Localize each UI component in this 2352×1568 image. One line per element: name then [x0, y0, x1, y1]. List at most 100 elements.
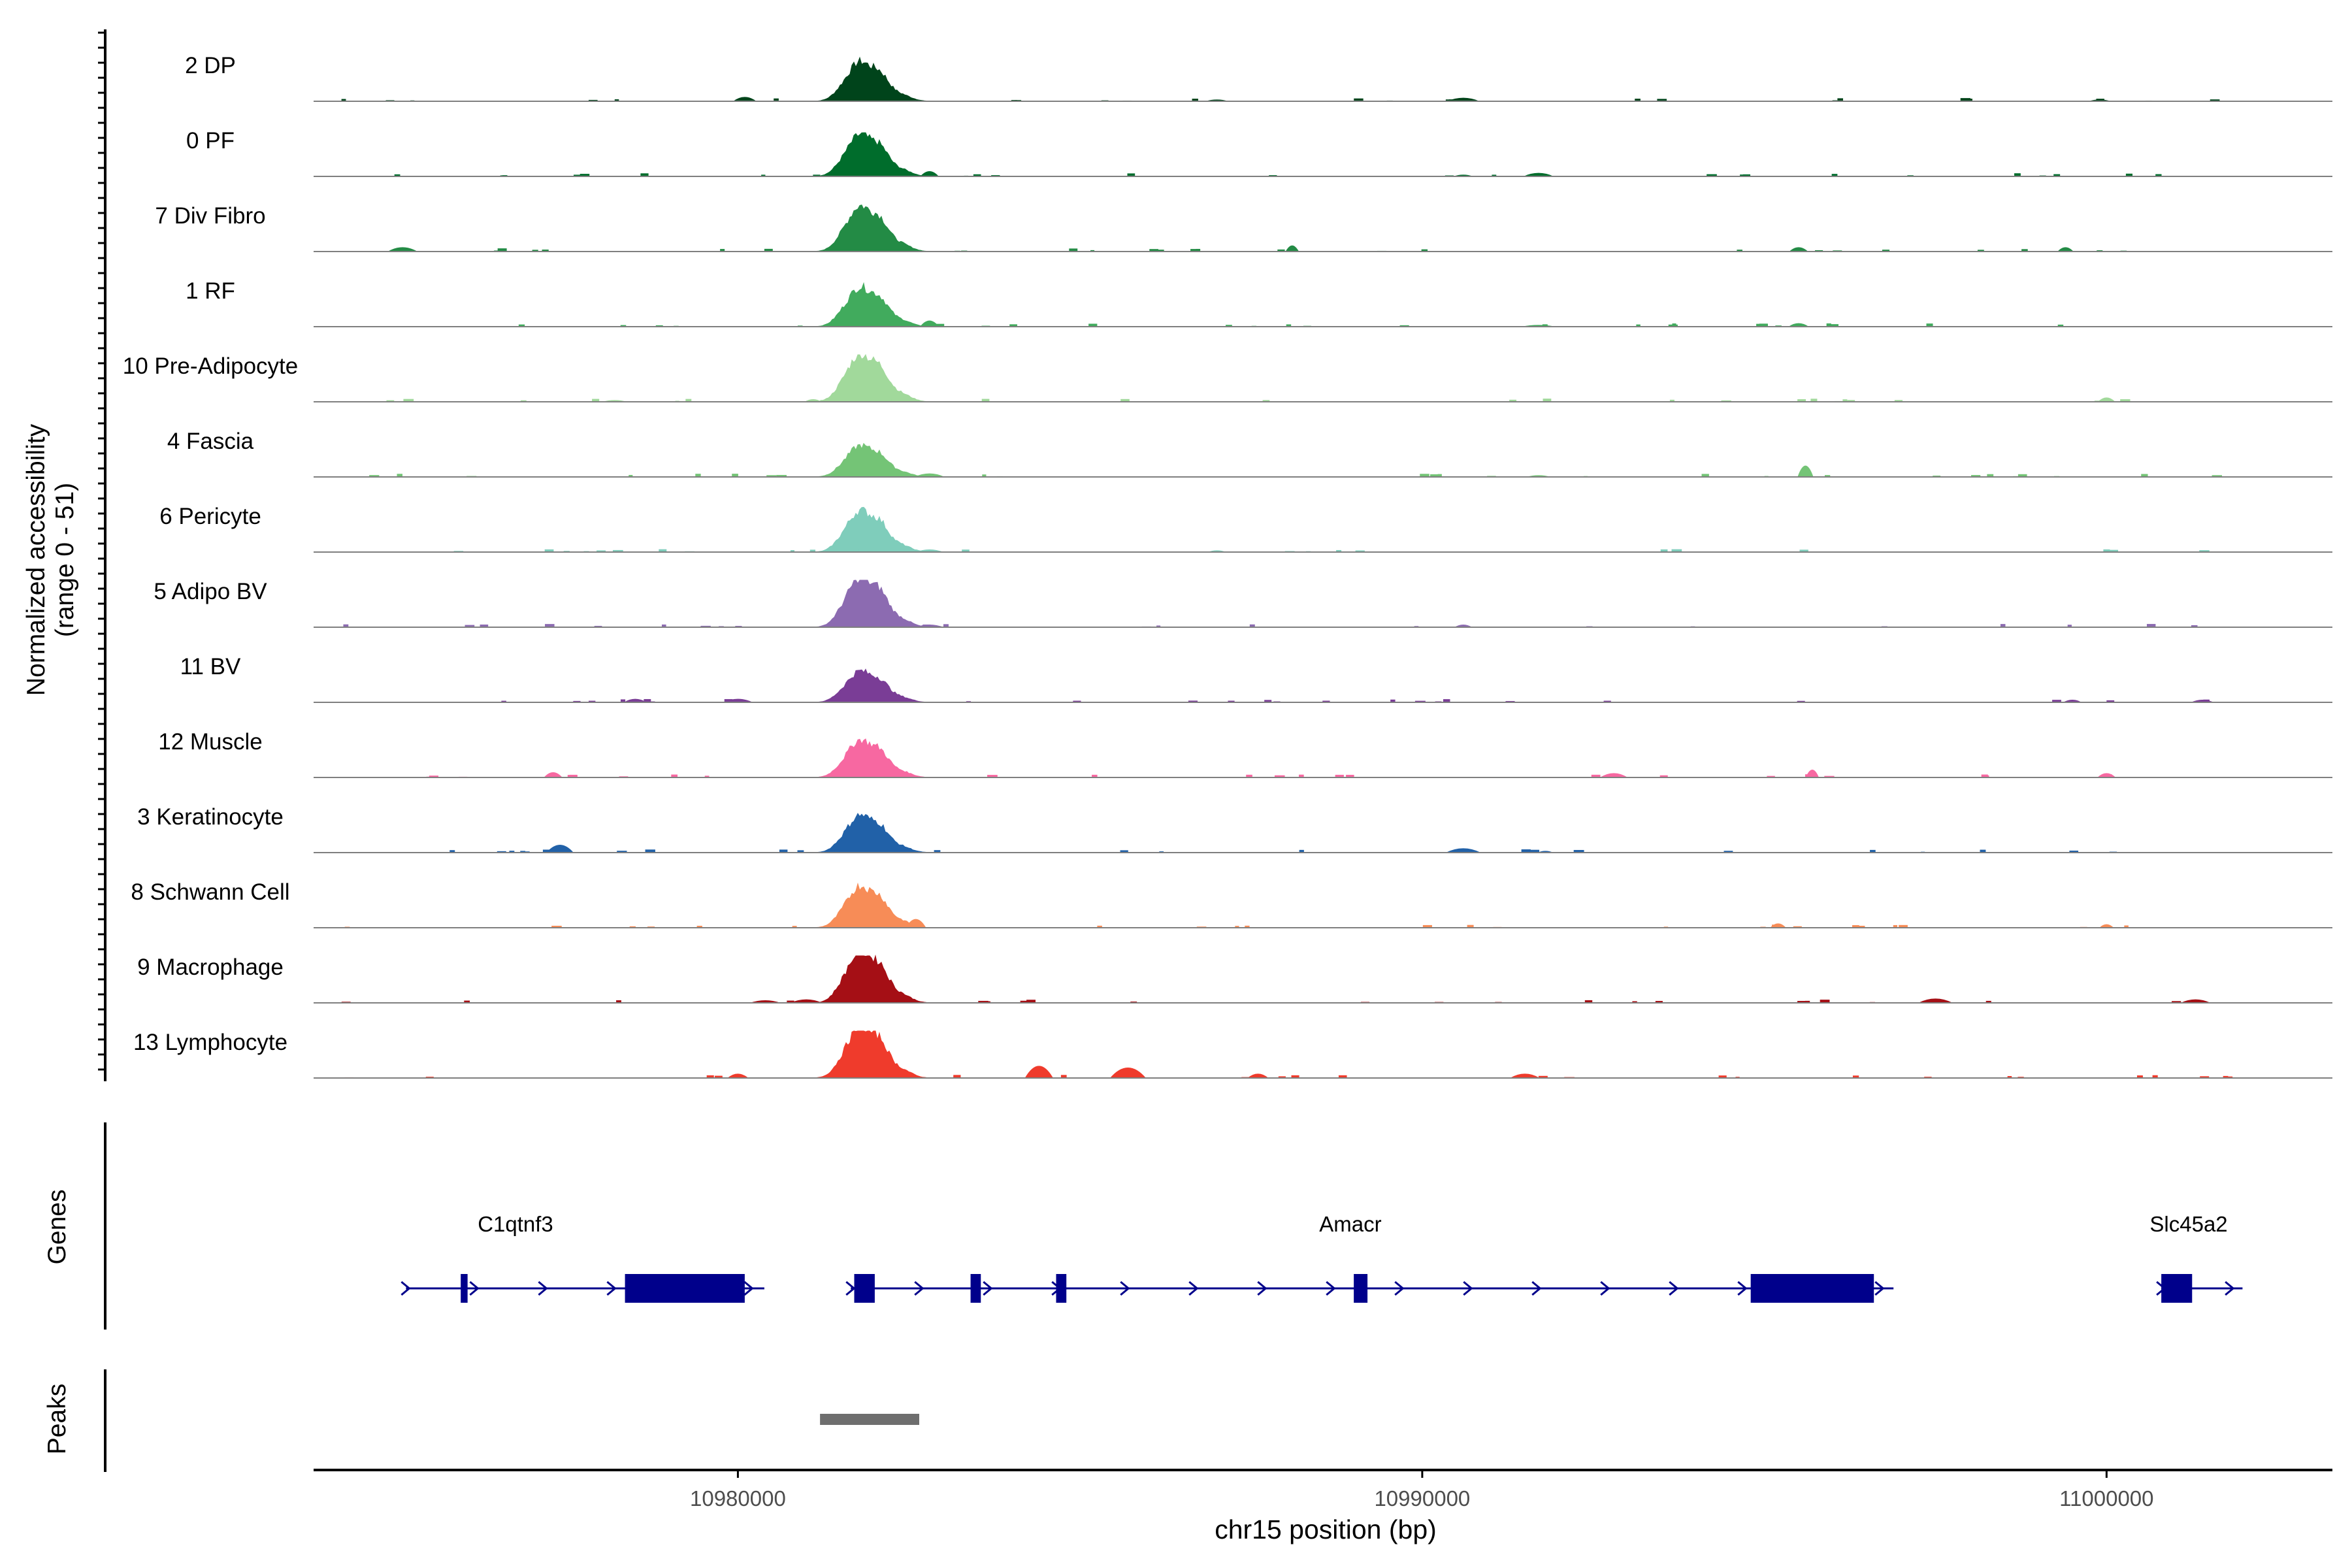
track-noise: [2096, 99, 2104, 101]
track-noise: [1073, 700, 1081, 702]
track-noise: [1632, 1001, 1637, 1003]
track-noise: [1707, 174, 1717, 176]
track-noise: [853, 549, 859, 552]
track-2: 7 Div Fibro: [155, 203, 2332, 252]
track-noise: [2152, 1075, 2158, 1078]
track-noise: [1509, 399, 1517, 402]
track-noise: [1655, 1001, 1663, 1003]
track-noise: [2014, 173, 2021, 176]
track-minor-peak: [1110, 1068, 1146, 1078]
track-noise: [1824, 776, 1835, 777]
track-noise: [369, 475, 380, 477]
gene-arrow: [845, 1281, 856, 1296]
track-noise: [397, 474, 403, 477]
track-noise: [594, 625, 602, 627]
track-noise: [1671, 549, 1682, 552]
track-noise: [1718, 1075, 1727, 1078]
track-noise: [1277, 249, 1285, 252]
track-noise: [2120, 399, 2131, 402]
track-main-peak: [808, 738, 934, 778]
track-label: 6 Pericyte: [159, 504, 261, 529]
track-noise: [1430, 474, 1439, 477]
gene-arrow: [1737, 1281, 1748, 1296]
track-noise: [1338, 1075, 1347, 1078]
track-noise: [1235, 926, 1239, 928]
track-noise: [1799, 549, 1808, 552]
track-minor-peak: [2099, 924, 2114, 928]
track-minor-peak: [1789, 247, 1808, 252]
track-main-peak: [808, 56, 934, 102]
gene-exon: [2161, 1274, 2193, 1303]
track-noise: [2124, 925, 2129, 928]
track-noise: [706, 1075, 714, 1078]
track-noise: [2200, 1076, 2210, 1078]
track-9: 12 Muscle: [158, 729, 2332, 778]
track-8: 11 BV: [180, 654, 2332, 703]
track-noise: [1870, 849, 1876, 853]
track-noise: [1245, 925, 1250, 928]
track-noise: [1088, 323, 1098, 327]
track-noise: [1847, 400, 1855, 402]
track-noise: [1894, 400, 1903, 402]
track-minor-peak: [546, 845, 574, 853]
track-main-peak: [808, 353, 934, 402]
gene-arrow: [1600, 1281, 1610, 1296]
track-noise: [943, 624, 949, 627]
gene-arrow: [1188, 1281, 1199, 1296]
track-noise: [1390, 699, 1396, 702]
track-noise: [2155, 174, 2162, 176]
gene-arrow: [1531, 1281, 1542, 1296]
track-noise: [1584, 1000, 1593, 1003]
gene-exon: [854, 1274, 875, 1303]
track-noise: [1421, 249, 1428, 252]
track-noise: [1420, 474, 1429, 477]
track-noise: [1737, 250, 1742, 252]
track-minor-peak: [790, 999, 823, 1003]
gene-arrow: [1463, 1281, 1473, 1296]
track-noise: [1829, 324, 1839, 327]
track-noise: [569, 774, 578, 777]
track-noise: [403, 399, 414, 402]
track-noise: [616, 1000, 621, 1003]
track-noise: [1842, 399, 1848, 402]
track-13: 13 Lymphocyte: [133, 1030, 2332, 1079]
track-noise: [1857, 926, 1865, 928]
track-noise: [671, 774, 678, 777]
track-noise: [1097, 925, 1102, 928]
track-main-peak: [808, 442, 934, 478]
track-minor-peak: [1797, 465, 1814, 477]
track-noise: [1092, 774, 1098, 777]
track-noise: [2021, 249, 2028, 252]
gene-arrow: [983, 1281, 993, 1296]
gene-Slc45a2: Slc45a2: [2149, 1212, 2243, 1303]
track-noise: [1810, 399, 1818, 402]
track-noise: [551, 925, 562, 928]
track-noise: [661, 624, 666, 627]
track-noise: [1009, 324, 1017, 327]
track-main-peak: [808, 813, 934, 853]
track-noise: [2106, 700, 2115, 702]
track-label: 10 Pre-Adipocyte: [123, 353, 298, 379]
track-noise: [986, 1001, 990, 1003]
gene-arrow: [538, 1281, 548, 1296]
track-noise: [1964, 99, 1972, 101]
track-main-peak: [808, 204, 934, 252]
track-label: 9 Macrophage: [137, 955, 284, 980]
track-noise: [1636, 324, 1641, 327]
track-minor-peak: [1599, 773, 1628, 777]
gene-exon: [970, 1274, 981, 1303]
track-noise: [1767, 776, 1775, 777]
gene-arrow: [606, 1281, 617, 1296]
track-noise: [1188, 700, 1198, 702]
track-noise: [1274, 775, 1285, 777]
track-label: 1 RF: [186, 278, 235, 304]
track-noise: [1443, 699, 1450, 702]
track-noise: [1226, 325, 1232, 327]
track-noise: [1262, 400, 1270, 402]
gene-exon: [461, 1274, 468, 1303]
track-noise: [2212, 475, 2223, 477]
track-noise: [1805, 774, 1812, 777]
track-noise: [911, 926, 916, 928]
y-axis: [98, 29, 106, 1472]
track-12: 9 Macrophage: [137, 955, 2332, 1004]
